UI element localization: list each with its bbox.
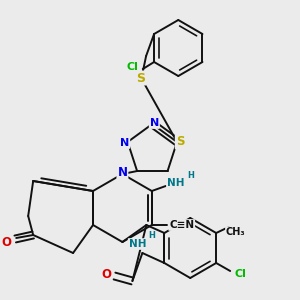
Text: NH: NH: [129, 239, 146, 249]
Text: O: O: [1, 236, 11, 248]
Text: S: S: [176, 136, 184, 148]
Text: O: O: [101, 268, 112, 281]
Text: Cl: Cl: [234, 269, 246, 279]
Text: CH₃: CH₃: [226, 227, 245, 237]
Text: N: N: [120, 138, 129, 148]
Text: N: N: [150, 118, 159, 128]
Text: N: N: [117, 167, 128, 179]
Text: S: S: [136, 71, 146, 85]
Text: C≡N: C≡N: [169, 220, 194, 230]
Text: H: H: [187, 172, 194, 181]
Text: Cl: Cl: [127, 62, 139, 72]
Text: NH: NH: [167, 178, 184, 188]
Text: H: H: [148, 232, 155, 241]
